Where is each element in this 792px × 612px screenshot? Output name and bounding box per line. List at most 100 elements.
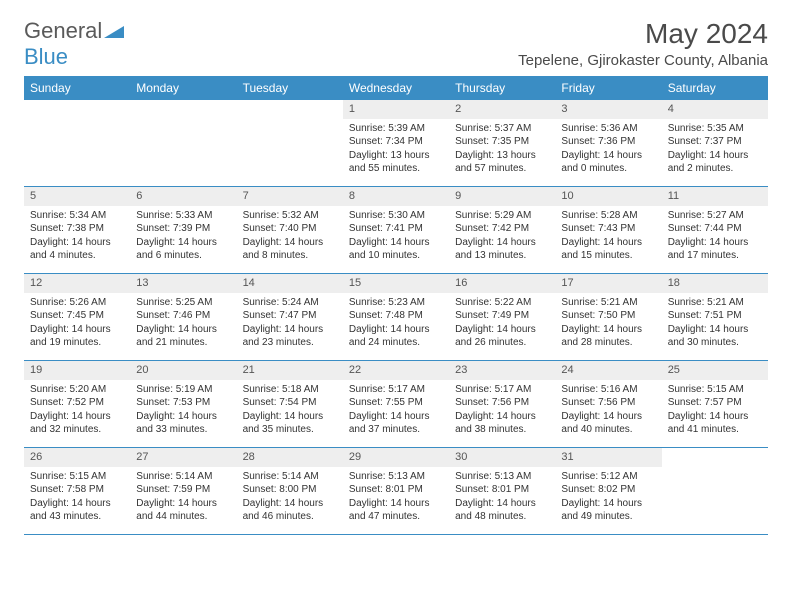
daylight: Daylight: 14 hours and 30 minutes. [668, 323, 762, 350]
day-number: 7 [237, 187, 343, 206]
day-header-monday: Monday [130, 76, 236, 100]
day-cell: 4Sunrise: 5:35 AMSunset: 7:37 PMDaylight… [662, 100, 768, 186]
sunset: Sunset: 7:36 PM [561, 135, 655, 149]
day-cell: 2Sunrise: 5:37 AMSunset: 7:35 PMDaylight… [449, 100, 555, 186]
day-number: 25 [662, 361, 768, 380]
day-body: Sunrise: 5:32 AMSunset: 7:40 PMDaylight:… [237, 206, 343, 269]
day-number: 15 [343, 274, 449, 293]
week-row: 26Sunrise: 5:15 AMSunset: 7:58 PMDayligh… [24, 448, 768, 535]
sunset: Sunset: 7:37 PM [668, 135, 762, 149]
daylight: Daylight: 14 hours and 46 minutes. [243, 497, 337, 524]
day-cell: 30Sunrise: 5:13 AMSunset: 8:01 PMDayligh… [449, 448, 555, 534]
sunset: Sunset: 7:56 PM [561, 396, 655, 410]
daylight: Daylight: 14 hours and 23 minutes. [243, 323, 337, 350]
day-number: 9 [449, 187, 555, 206]
logo-text-2: Blue [24, 44, 68, 69]
day-cell [237, 100, 343, 186]
daylight: Daylight: 14 hours and 10 minutes. [349, 236, 443, 263]
sunrise: Sunrise: 5:24 AM [243, 296, 337, 310]
sunset: Sunset: 7:42 PM [455, 222, 549, 236]
day-cell: 28Sunrise: 5:14 AMSunset: 8:00 PMDayligh… [237, 448, 343, 534]
day-cell: 22Sunrise: 5:17 AMSunset: 7:55 PMDayligh… [343, 361, 449, 447]
day-body: Sunrise: 5:35 AMSunset: 7:37 PMDaylight:… [662, 119, 768, 182]
sunrise: Sunrise: 5:12 AM [561, 470, 655, 484]
day-body: Sunrise: 5:12 AMSunset: 8:02 PMDaylight:… [555, 467, 661, 530]
sunset: Sunset: 7:35 PM [455, 135, 549, 149]
day-number: 11 [662, 187, 768, 206]
sunset: Sunset: 7:47 PM [243, 309, 337, 323]
day-number: 5 [24, 187, 130, 206]
day-cell: 6Sunrise: 5:33 AMSunset: 7:39 PMDaylight… [130, 187, 236, 273]
day-header-row: SundayMondayTuesdayWednesdayThursdayFrid… [24, 76, 768, 100]
sunset: Sunset: 7:46 PM [136, 309, 230, 323]
day-number: 17 [555, 274, 661, 293]
day-cell: 13Sunrise: 5:25 AMSunset: 7:46 PMDayligh… [130, 274, 236, 360]
day-cell: 11Sunrise: 5:27 AMSunset: 7:44 PMDayligh… [662, 187, 768, 273]
daylight: Daylight: 14 hours and 28 minutes. [561, 323, 655, 350]
sunset: Sunset: 7:40 PM [243, 222, 337, 236]
day-body: Sunrise: 5:21 AMSunset: 7:51 PMDaylight:… [662, 293, 768, 356]
sunrise: Sunrise: 5:20 AM [30, 383, 124, 397]
day-number: 10 [555, 187, 661, 206]
sunset: Sunset: 7:45 PM [30, 309, 124, 323]
sunrise: Sunrise: 5:32 AM [243, 209, 337, 223]
day-body: Sunrise: 5:23 AMSunset: 7:48 PMDaylight:… [343, 293, 449, 356]
sunrise: Sunrise: 5:15 AM [30, 470, 124, 484]
sunset: Sunset: 7:43 PM [561, 222, 655, 236]
daylight: Daylight: 14 hours and 47 minutes. [349, 497, 443, 524]
sunrise: Sunrise: 5:17 AM [455, 383, 549, 397]
day-header-saturday: Saturday [662, 76, 768, 100]
daylight: Daylight: 14 hours and 38 minutes. [455, 410, 549, 437]
sunrise: Sunrise: 5:18 AM [243, 383, 337, 397]
logo: GeneralBlue [24, 18, 124, 70]
sunrise: Sunrise: 5:28 AM [561, 209, 655, 223]
day-number: 26 [24, 448, 130, 467]
sunrise: Sunrise: 5:39 AM [349, 122, 443, 136]
sunset: Sunset: 7:59 PM [136, 483, 230, 497]
day-number: 24 [555, 361, 661, 380]
month-title: May 2024 [518, 18, 768, 50]
sunrise: Sunrise: 5:16 AM [561, 383, 655, 397]
title-block: May 2024 Tepelene, Gjirokaster County, A… [518, 18, 768, 69]
daylight: Daylight: 14 hours and 17 minutes. [668, 236, 762, 263]
sunrise: Sunrise: 5:17 AM [349, 383, 443, 397]
sunset: Sunset: 7:34 PM [349, 135, 443, 149]
day-body: Sunrise: 5:34 AMSunset: 7:38 PMDaylight:… [24, 206, 130, 269]
daylight: Daylight: 14 hours and 6 minutes. [136, 236, 230, 263]
day-body: Sunrise: 5:26 AMSunset: 7:45 PMDaylight:… [24, 293, 130, 356]
sunset: Sunset: 8:01 PM [349, 483, 443, 497]
day-body: Sunrise: 5:17 AMSunset: 7:55 PMDaylight:… [343, 380, 449, 443]
day-number: 18 [662, 274, 768, 293]
day-cell: 31Sunrise: 5:12 AMSunset: 8:02 PMDayligh… [555, 448, 661, 534]
sunrise: Sunrise: 5:34 AM [30, 209, 124, 223]
day-header-sunday: Sunday [24, 76, 130, 100]
day-body: Sunrise: 5:13 AMSunset: 8:01 PMDaylight:… [449, 467, 555, 530]
day-cell: 19Sunrise: 5:20 AMSunset: 7:52 PMDayligh… [24, 361, 130, 447]
day-body: Sunrise: 5:18 AMSunset: 7:54 PMDaylight:… [237, 380, 343, 443]
day-number: 2 [449, 100, 555, 119]
sunset: Sunset: 7:51 PM [668, 309, 762, 323]
day-body: Sunrise: 5:15 AMSunset: 7:58 PMDaylight:… [24, 467, 130, 530]
day-number: 3 [555, 100, 661, 119]
sunrise: Sunrise: 5:37 AM [455, 122, 549, 136]
daylight: Daylight: 14 hours and 21 minutes. [136, 323, 230, 350]
daylight: Daylight: 14 hours and 41 minutes. [668, 410, 762, 437]
sunrise: Sunrise: 5:21 AM [668, 296, 762, 310]
day-cell: 18Sunrise: 5:21 AMSunset: 7:51 PMDayligh… [662, 274, 768, 360]
day-number: 23 [449, 361, 555, 380]
week-row: 19Sunrise: 5:20 AMSunset: 7:52 PMDayligh… [24, 361, 768, 448]
day-number: 30 [449, 448, 555, 467]
sunrise: Sunrise: 5:30 AM [349, 209, 443, 223]
daylight: Daylight: 14 hours and 32 minutes. [30, 410, 124, 437]
sunrise: Sunrise: 5:19 AM [136, 383, 230, 397]
day-number: 8 [343, 187, 449, 206]
sunset: Sunset: 7:55 PM [349, 396, 443, 410]
sunrise: Sunrise: 5:35 AM [668, 122, 762, 136]
sunrise: Sunrise: 5:27 AM [668, 209, 762, 223]
day-cell: 24Sunrise: 5:16 AMSunset: 7:56 PMDayligh… [555, 361, 661, 447]
daylight: Daylight: 14 hours and 35 minutes. [243, 410, 337, 437]
sunset: Sunset: 7:50 PM [561, 309, 655, 323]
day-number: 16 [449, 274, 555, 293]
sunrise: Sunrise: 5:25 AM [136, 296, 230, 310]
day-cell: 5Sunrise: 5:34 AMSunset: 7:38 PMDaylight… [24, 187, 130, 273]
